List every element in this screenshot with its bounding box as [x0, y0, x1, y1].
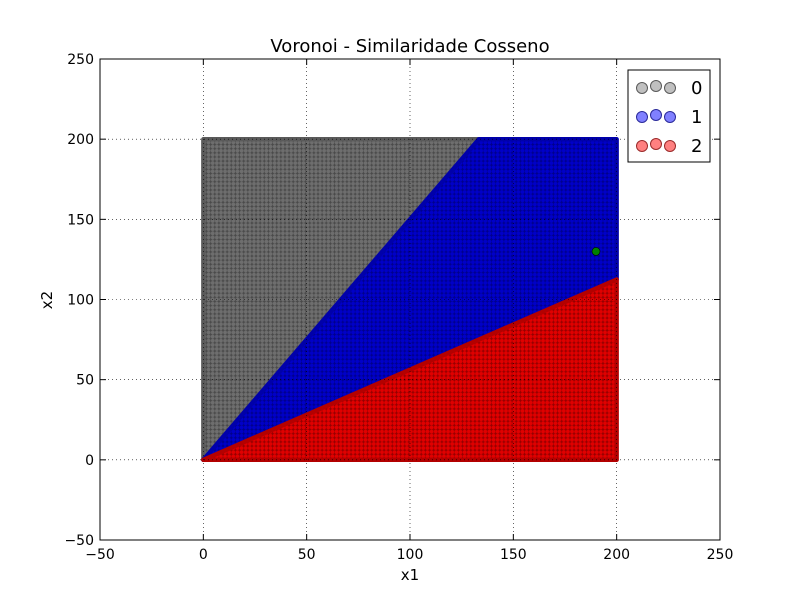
axis-ticks — [99, 58, 721, 541]
legend-label: 0 — [691, 78, 702, 99]
x-tick-label: 100 — [397, 547, 424, 563]
x-tick-label: 0 — [199, 547, 208, 563]
legend-marker — [664, 111, 676, 123]
legend-marker — [650, 80, 662, 92]
y-tick-label: 50 — [76, 373, 94, 389]
grid-lines — [100, 59, 720, 540]
legend-entries: 0 1 2 — [636, 78, 702, 157]
legend-marker — [636, 82, 648, 94]
legend-marker — [636, 111, 648, 123]
legend-marker — [650, 138, 662, 150]
y-tick-label: 0 — [85, 453, 94, 469]
x-axis-label: x1 — [401, 566, 419, 584]
y-tick-label: −50 — [64, 533, 94, 549]
legend-entry-2: 2 — [636, 136, 702, 157]
legend-label: 2 — [691, 136, 702, 157]
y-tick-label: 200 — [67, 132, 94, 148]
highlight-point — [591, 247, 601, 256]
y-tick-label: 150 — [67, 212, 94, 228]
legend-marker — [650, 109, 662, 121]
legend-label: 1 — [691, 107, 702, 128]
legend-marker — [664, 82, 676, 94]
x-tick-label: −50 — [85, 547, 115, 563]
plot-area — [100, 59, 720, 540]
x-tick-label: 250 — [707, 547, 734, 563]
x-tick-label: 50 — [298, 547, 316, 563]
legend-entry-1: 1 — [636, 107, 702, 128]
tick-labels: −50 0 50 100 150 200 250 −50 0 50 100 150 200 250 — [64, 52, 733, 563]
legend-marker — [664, 140, 676, 152]
legend-marker — [636, 140, 648, 152]
y-tick-label: 250 — [67, 52, 94, 68]
y-axis-label: x2 — [38, 291, 56, 309]
legend-entry-0: 0 — [636, 78, 702, 99]
x-tick-label: 150 — [500, 547, 527, 563]
chart-title: Voronoi - Similaridade Cosseno — [270, 36, 549, 57]
y-tick-label: 100 — [67, 293, 94, 309]
legend: 0 1 2 — [627, 69, 711, 163]
highlight-points — [591, 247, 601, 256]
x-tick-label: 200 — [603, 547, 630, 563]
